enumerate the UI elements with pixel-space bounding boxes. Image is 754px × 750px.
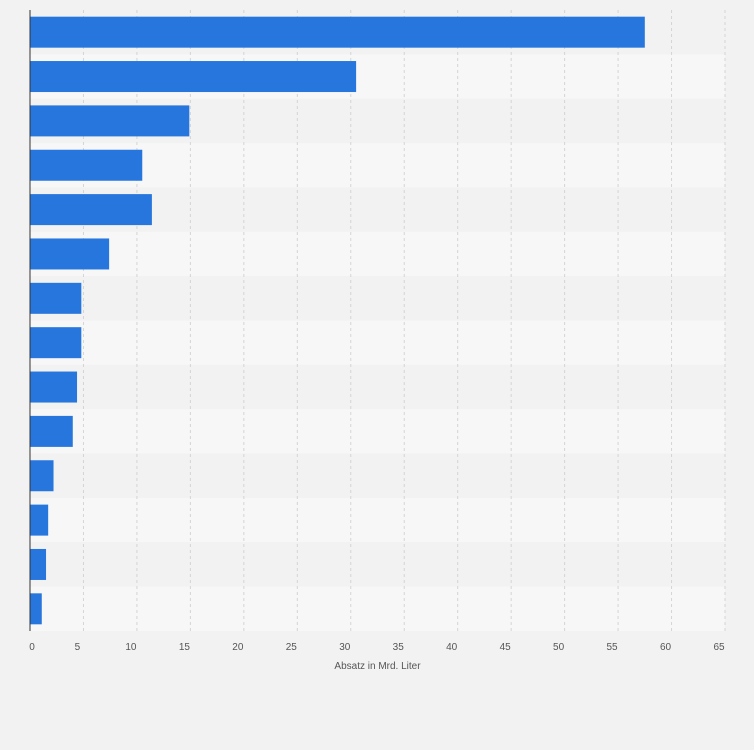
x-axis-title: Absatz in Mrd. Liter: [334, 661, 421, 672]
row-band: [30, 143, 725, 188]
bar: [30, 460, 54, 492]
x-tick-label: 25: [286, 642, 298, 653]
x-tick-label: 10: [125, 642, 137, 653]
bar: [30, 282, 82, 314]
x-tick-label: 60: [660, 642, 672, 653]
bar: [30, 504, 49, 536]
bar: [30, 194, 152, 226]
x-tick-label: 20: [232, 642, 244, 653]
x-tick-label: 45: [500, 642, 512, 653]
bar: [30, 149, 143, 181]
x-tick-label: 50: [553, 642, 565, 653]
row-band: [30, 409, 725, 454]
row-band: [30, 231, 725, 277]
x-tick-label: 40: [446, 642, 458, 653]
x-tick-label: 0: [29, 642, 35, 653]
bar: [30, 371, 78, 403]
x-tick-label: 55: [607, 642, 619, 653]
bar: [30, 593, 42, 625]
row-band: [30, 586, 725, 631]
bar: [30, 548, 47, 580]
bar: [30, 16, 645, 48]
row-band: [30, 276, 725, 321]
x-tick-label: 30: [339, 642, 351, 653]
bar: [30, 238, 110, 270]
bar: [30, 327, 82, 359]
x-tick-label: 35: [393, 642, 405, 653]
x-tick-label: 5: [75, 642, 81, 653]
row-band: [30, 453, 725, 498]
row-band: [30, 320, 725, 365]
bar: [30, 105, 190, 137]
row-band: [30, 542, 725, 587]
row-band: [30, 364, 725, 410]
bar: [30, 61, 357, 93]
x-tick-label: 15: [179, 642, 191, 653]
bar: [30, 415, 73, 447]
row-band: [30, 497, 725, 543]
x-tick-label: 65: [713, 642, 725, 653]
